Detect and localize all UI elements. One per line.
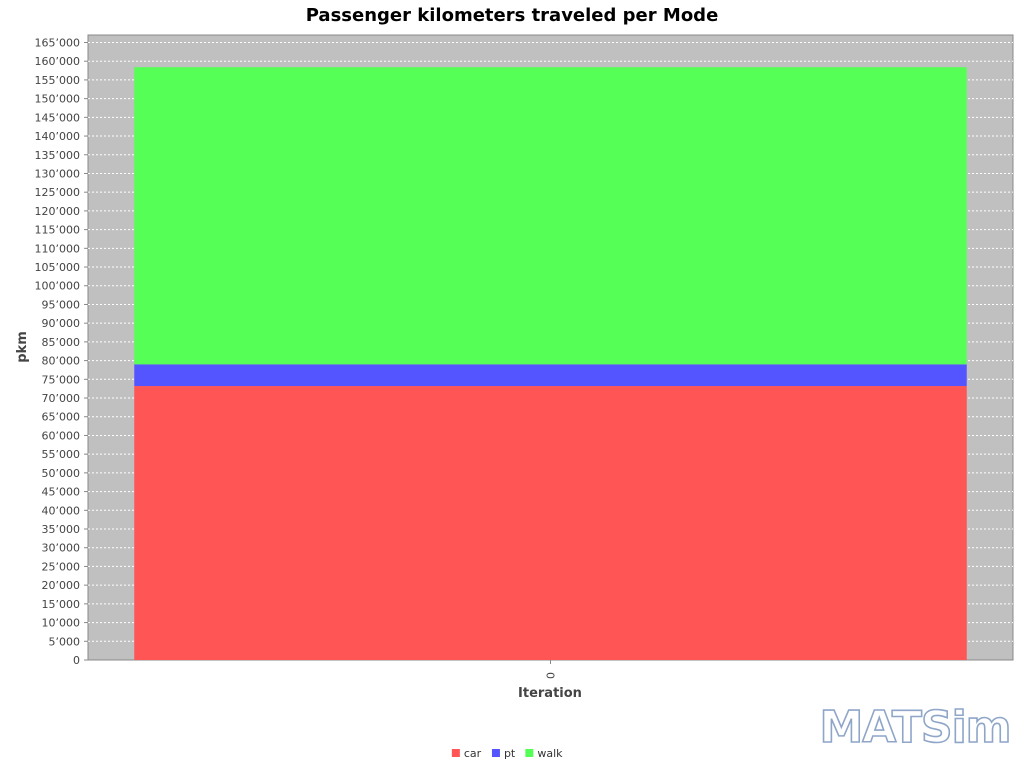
y-tick-label: 90’000 <box>42 317 81 330</box>
y-axis-label: pkm <box>15 331 30 363</box>
legend-label-walk: walk <box>537 747 563 760</box>
x-axis-label: Iteration <box>518 686 582 701</box>
matsim-logo: MATSim <box>819 702 1010 753</box>
y-tick-label: 155’000 <box>35 74 81 87</box>
y-tick-label: 20’000 <box>42 579 81 592</box>
legend-label-pt: pt <box>504 747 516 760</box>
legend-swatch-car <box>451 749 460 757</box>
y-tick-label: 60’000 <box>42 429 81 442</box>
y-tick-label: 80’000 <box>42 355 81 368</box>
y-tick-label: 135’000 <box>35 149 81 162</box>
y-tick-label: 160’000 <box>35 55 81 68</box>
y-tick-label: 95’000 <box>42 298 81 311</box>
y-tick-label: 110’000 <box>35 242 81 255</box>
x-axis-ticks: 0 <box>545 660 558 679</box>
bar-walk <box>134 67 967 365</box>
y-tick-label: 35’000 <box>42 523 81 536</box>
y-tick-label: 115’000 <box>35 224 81 237</box>
y-tick-label: 140’000 <box>35 130 81 143</box>
chart-title: Passenger kilometers traveled per Mode <box>306 5 719 26</box>
y-tick-label: 50’000 <box>42 467 81 480</box>
y-tick-label: 30’000 <box>42 542 81 555</box>
y-tick-label: 70’000 <box>42 392 81 405</box>
y-tick-label: 65’000 <box>42 411 81 424</box>
y-tick-label: 105’000 <box>35 261 81 274</box>
legend: car pt walk <box>451 747 563 760</box>
y-axis-ticks: 0 5’000 10’000 15’000 20’000 25’000 30’000 35’0… <box>35 36 88 667</box>
y-tick-label: 85’000 <box>42 336 81 349</box>
y-tick-label: 10’000 <box>42 617 81 630</box>
legend-swatch-walk <box>525 749 534 757</box>
y-tick-label: 0 <box>73 654 80 667</box>
y-tick-label: 100’000 <box>35 280 81 293</box>
y-tick-label: 45’000 <box>42 486 81 499</box>
y-tick-label: 150’000 <box>35 93 81 106</box>
x-tick-label: 0 <box>545 672 558 679</box>
legend-swatch-pt <box>491 749 500 757</box>
y-tick-label: 55’000 <box>42 448 81 461</box>
bar-car <box>134 386 967 660</box>
y-tick-label: 5’000 <box>49 635 81 648</box>
bar-stack <box>134 67 967 660</box>
bar-pt <box>134 364 967 387</box>
y-tick-label: 130’000 <box>35 167 81 180</box>
y-tick-label: 40’000 <box>42 504 81 517</box>
y-tick-label: 15’000 <box>42 598 81 611</box>
y-tick-label: 25’000 <box>42 560 81 573</box>
y-tick-label: 120’000 <box>35 205 81 218</box>
y-tick-label: 75’000 <box>42 373 81 386</box>
y-tick-label: 125’000 <box>35 186 81 199</box>
y-tick-label: 145’000 <box>35 111 81 124</box>
legend-label-car: car <box>464 747 482 760</box>
y-tick-label: 165’000 <box>35 36 81 49</box>
